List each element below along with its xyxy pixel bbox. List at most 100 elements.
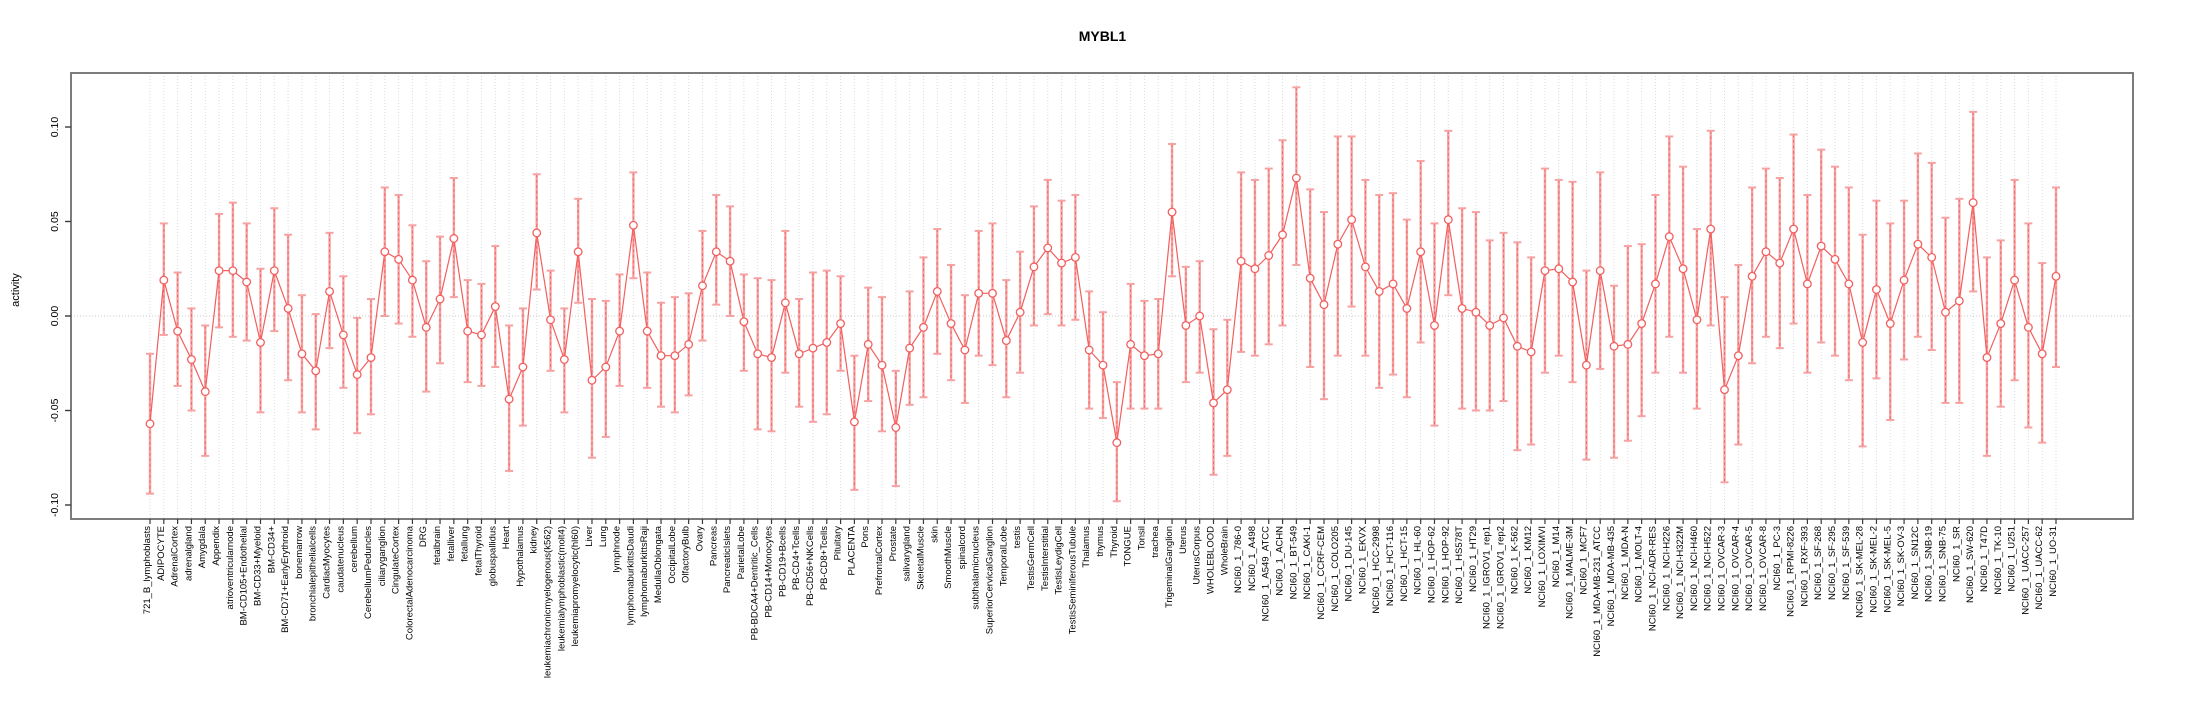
data-point	[380, 247, 390, 257]
data-point	[642, 326, 652, 336]
data-point	[242, 277, 252, 287]
x-tick-label: OlfactoryBulb	[681, 526, 692, 583]
data-point	[366, 353, 376, 363]
data-point	[546, 315, 555, 325]
x-tick-label: NCI60_1_T47D	[1979, 526, 1990, 592]
x-tick-label: NCI60_1_MOLT-4	[1634, 526, 1645, 602]
x-tick-label: fetallung	[460, 526, 471, 562]
data-point	[1457, 303, 1467, 313]
x-tick-label: PB-CD56+NKCells	[805, 526, 816, 606]
data-point	[863, 339, 873, 349]
x-tick-label: NCI60_1_HOP-62	[1426, 526, 1437, 603]
x-tick-label: lymphomaburkittsDaudi	[625, 526, 636, 625]
x-tick-label: adrenalgland	[183, 526, 194, 581]
x-tick-label: TestisSeminiferousTubule	[1067, 526, 1078, 634]
data-point	[836, 319, 846, 329]
x-tick-label: NCI60_1_SK-MEL-2	[1868, 526, 1879, 613]
data-point	[1623, 339, 1633, 349]
data-point	[1830, 254, 1840, 264]
x-tick-label: NCI60_1_PC-3	[1772, 526, 1783, 590]
data-point	[932, 286, 942, 296]
x-tick-label: NCI60_1_HCC-2998	[1371, 526, 1382, 614]
data-point	[1430, 321, 1439, 330]
x-tick-label: fetalliver	[446, 526, 457, 561]
data-point	[1678, 264, 1688, 274]
x-tick-label: atrioventricularnode	[225, 526, 236, 609]
data-point	[1057, 258, 1067, 268]
x-tick-label: Ovary	[694, 526, 705, 552]
data-point	[1499, 313, 1508, 323]
x-tick-label: NCI60_1_TK-10	[1993, 526, 2004, 595]
data-point	[684, 339, 694, 349]
x-tick-label: NCI60_1_SK-MEL-28	[1855, 526, 1866, 618]
x-tick-label: Amygdala	[197, 525, 208, 568]
x-tick-label: CardiacMyocytes	[322, 526, 333, 599]
x-tick-label: caudatenucleus	[335, 526, 346, 593]
data-point	[656, 351, 666, 361]
x-tick-label: NCI60_1_K-562	[1509, 526, 1520, 594]
x-tick-label: NCI60_1_COLO205	[1330, 526, 1341, 612]
data-point	[780, 298, 790, 308]
data-point	[1595, 266, 1605, 276]
x-tick-label: PB-CD4+Tcells	[791, 526, 802, 590]
x-tick-label: NCI60_1_HL-60	[1413, 526, 1424, 595]
data-point	[477, 330, 486, 340]
data-point	[1761, 247, 1771, 257]
data-point	[1540, 266, 1550, 276]
x-tick-label: CerebellumPeduncles	[363, 526, 374, 619]
data-point	[1706, 224, 1716, 234]
data-point	[2010, 275, 2020, 285]
data-point	[1195, 311, 1205, 321]
data-point	[698, 281, 707, 291]
data-point	[1291, 173, 1301, 183]
x-tick-label: trachea	[1150, 525, 1161, 557]
x-tick-label: NCI60_1_RXF-393	[1799, 526, 1810, 607]
data-point	[753, 349, 763, 359]
x-tick-label: subthalamicnucleus	[971, 526, 982, 610]
x-tick-label: NCI60_1_LOXIMVI	[1537, 526, 1548, 607]
data-point	[1954, 296, 1964, 306]
x-tick-label: NCI60_1_UO-31	[2048, 526, 2059, 597]
x-tick-label: PLACENTA	[846, 525, 857, 575]
x-tick-label: NCI60_1_SK-OV-3	[1896, 526, 1907, 606]
data-point	[173, 326, 183, 336]
x-tick-label: NCI60_1_NCI-ADR-RES	[1647, 526, 1658, 631]
x-tick-label: Liver	[584, 526, 595, 547]
data-point	[1941, 307, 1950, 317]
data-point	[974, 288, 984, 298]
data-point	[214, 266, 224, 276]
x-tick-label: NCI60_1_A549_ATCC	[1261, 526, 1272, 622]
data-point	[1982, 353, 1992, 363]
data-point	[601, 362, 611, 372]
x-tick-label: NCI60_1_NCI-H460	[1689, 526, 1700, 611]
data-point	[200, 387, 210, 397]
data-point	[1568, 277, 1578, 287]
data-point	[159, 275, 169, 285]
x-tick-label: Prostate	[888, 526, 899, 561]
data-point	[1581, 360, 1591, 370]
x-tick-label: Heart	[501, 526, 512, 550]
x-tick-label: PB-CD14+Monocytes	[764, 526, 775, 618]
data-point	[1637, 319, 1647, 329]
data-point	[1485, 321, 1495, 330]
x-tick-label: UterusCorpus	[1192, 526, 1203, 585]
data-point	[2051, 271, 2061, 281]
x-tick-label: BM-CD71+EarlyErythroid	[280, 526, 291, 633]
x-tick-label: NCI60_1_M14	[1551, 526, 1562, 587]
y-tick-label: -0.05	[49, 398, 61, 422]
data-point	[490, 302, 500, 311]
x-tick-label: OccipitalLobe	[667, 526, 678, 584]
data-point	[2037, 349, 2047, 359]
data-point	[1802, 279, 1812, 289]
data-point	[1789, 224, 1799, 234]
x-tick-label: testis	[1012, 526, 1023, 548]
data-point	[283, 303, 293, 313]
data-point	[1347, 215, 1357, 225]
y-tick-label: 0.10	[49, 117, 61, 138]
data-point	[1070, 252, 1080, 262]
x-tick-label: PancreaticIslets	[722, 526, 733, 593]
y-tick-label: 0.00	[49, 306, 61, 327]
data-point	[877, 360, 887, 370]
x-tick-label: NCI60_1_ACHN	[1275, 526, 1286, 596]
x-tick-label: NCI60_1_DU-145	[1344, 526, 1355, 602]
